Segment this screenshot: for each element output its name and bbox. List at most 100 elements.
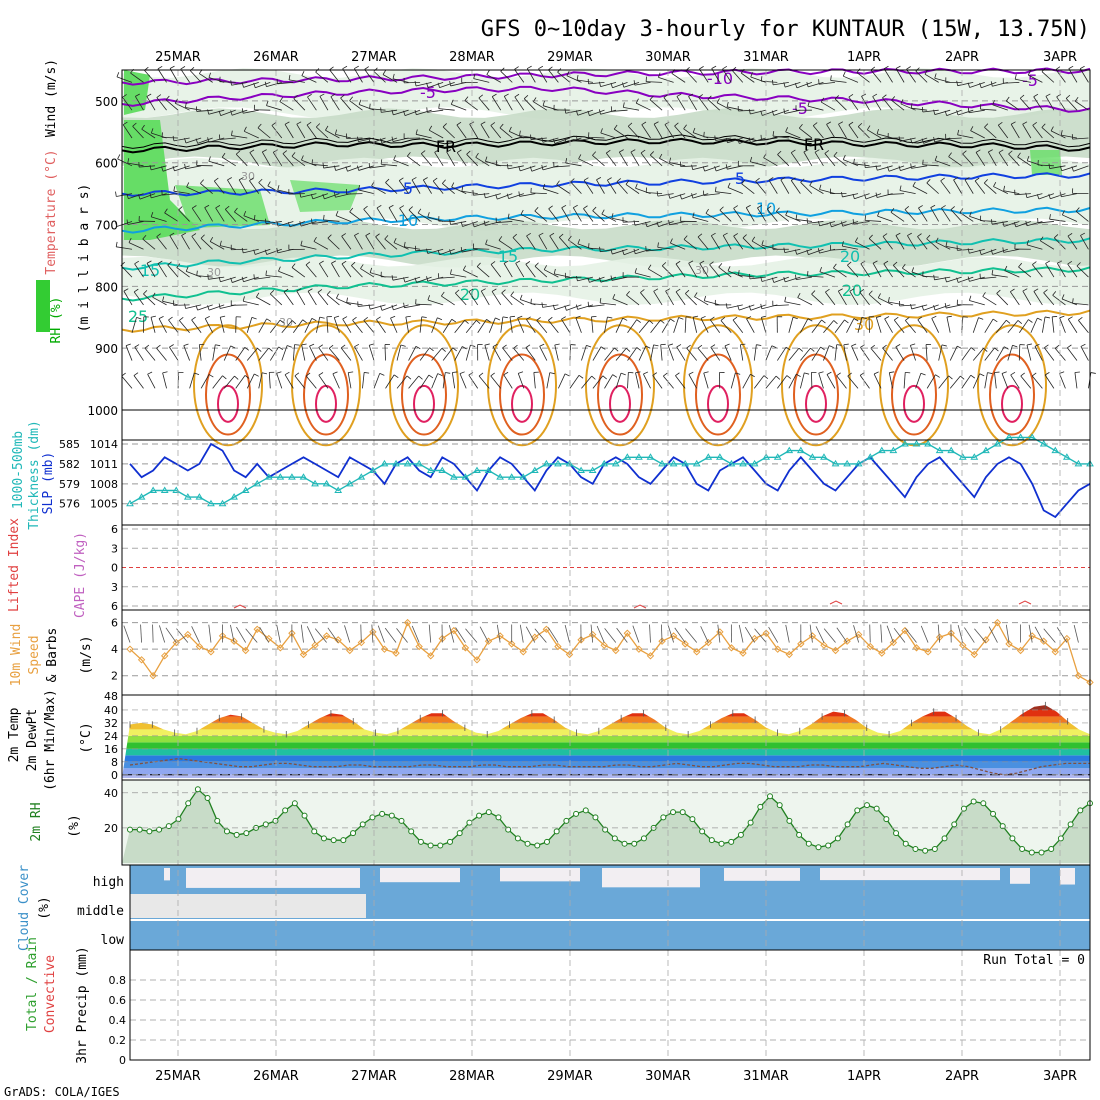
grads-credit: GrADS: COLA/IGES — [4, 1085, 120, 1099]
li-tick-label: 3 — [111, 581, 118, 594]
precip-ylabel-2: Convective — [43, 955, 58, 1033]
rh-legend-swatch — [36, 280, 50, 332]
rh-marker — [787, 818, 792, 823]
wind-barb-10m — [344, 625, 349, 642]
rh-marker — [1039, 850, 1044, 855]
wind10m-panel: 246 — [111, 617, 1093, 686]
bottom-date-label-2APR: 2APR — [945, 1069, 979, 1084]
rh-marker — [467, 820, 472, 825]
top-date-label-3APR: 3APR — [1043, 50, 1077, 65]
cloud-high-clear — [164, 868, 170, 880]
rh-marker — [457, 831, 462, 836]
top-date-label-27MAR: 27MAR — [351, 50, 397, 65]
wind-barb-flag — [181, 66, 185, 69]
rh-tick-label: 20 — [104, 822, 118, 835]
rh-marker — [583, 808, 588, 813]
rh-marker — [1058, 836, 1063, 841]
rh-marker — [496, 815, 501, 820]
wind-tick-label: 2 — [111, 670, 118, 683]
rh-marker — [1049, 846, 1054, 851]
slp-tick-label: 1005 — [90, 498, 118, 511]
rh-marker — [128, 827, 133, 832]
rh-marker — [283, 808, 288, 813]
rh-marker — [448, 839, 453, 844]
rh-marker — [564, 818, 569, 823]
contour-label: 15 — [498, 247, 518, 266]
temp-band — [122, 729, 1090, 735]
precip-ylabel-3: 3hr Precip (mm) — [75, 946, 90, 1063]
rh-marker — [574, 811, 579, 816]
rh-marker — [632, 841, 637, 846]
wind-ylabel-1: 10m Wind — [9, 624, 24, 687]
li-tick-label: 3 — [111, 542, 118, 555]
wind-barb-10m — [661, 625, 662, 643]
rh-marker — [612, 836, 617, 841]
upper-ylabel-wind: Wind (m/s) — [44, 59, 59, 137]
wind-barb-flag — [646, 188, 647, 193]
wind-ylabel-3: & Barbs — [45, 628, 60, 683]
wind-barb-flag — [906, 66, 910, 69]
wind-barb-10m — [964, 628, 974, 643]
temp-top-tick: 48 — [104, 690, 118, 703]
li-tick-label: 0 — [111, 562, 118, 575]
bottom-date-labels: 25MAR 26MAR 27MAR 28MAR 29MAR 30MAR 31MAR 1APR 2… — [155, 1069, 1077, 1084]
rh-marker — [477, 813, 482, 818]
wind-barb-flag — [117, 72, 119, 77]
temp-band — [122, 703, 1090, 709]
rh-marker — [351, 831, 356, 836]
rh-marker — [1029, 850, 1034, 855]
rh-marker — [360, 822, 365, 827]
wind-barb-10m — [396, 628, 407, 642]
slp-line — [130, 444, 1090, 517]
li-ylabel: Lifted Index — [7, 518, 22, 612]
rh-marker — [544, 839, 549, 844]
rh-marker — [302, 813, 307, 818]
rh-tick-label: 40 — [104, 787, 118, 800]
wind-barb-flag — [896, 66, 900, 68]
wind-barb-flag — [531, 299, 532, 304]
wind-barb-flag — [548, 67, 552, 70]
rh-marker — [380, 811, 385, 816]
cloud-level-middle: middle — [77, 904, 124, 919]
slp-ylabel-2: Thickness (dm) — [27, 420, 42, 530]
rh-marker — [874, 806, 879, 811]
temp-tick-label: 32 — [104, 717, 118, 730]
wind-barb-10m — [786, 625, 790, 643]
bottom-date-label-26MAR: 26MAR — [253, 1069, 299, 1084]
rh-marker — [292, 801, 297, 806]
cloud-level-low: low — [101, 933, 125, 948]
rh-marker — [864, 803, 869, 808]
wind-barb-10m — [236, 627, 245, 642]
wind-barb-10m — [745, 627, 754, 642]
wind-barb-flag — [1091, 373, 1096, 374]
wind-barb-10m — [1074, 625, 1078, 642]
rh-ylabel-1: 2m RH — [29, 802, 44, 841]
wind-barb-10m — [520, 625, 523, 643]
rh-marker — [991, 811, 996, 816]
cloud-level-high: high — [93, 875, 124, 890]
cloud-high-clear — [602, 868, 700, 887]
bottom-date-label-25MAR: 25MAR — [155, 1069, 201, 1084]
temp-ylabel-1: 2m Temp — [7, 707, 22, 762]
rh-marker — [884, 817, 889, 822]
wind-barb-flag — [589, 243, 590, 248]
wind-barb-flag — [354, 66, 358, 68]
rh-marker — [312, 829, 317, 834]
contour-label: FR — [804, 135, 824, 154]
wind-barb-flag — [761, 76, 762, 81]
wind-barb-10m — [633, 626, 639, 643]
slp-thickness-panel: 1005100810111014576579582585 — [59, 434, 1093, 517]
precip-tick-label: 0.8 — [109, 974, 127, 987]
thickness-tick-label: 585 — [59, 438, 80, 451]
li-marker — [1019, 601, 1031, 604]
wind-barb-flag — [704, 132, 705, 137]
contour-label: 20 — [842, 281, 862, 300]
wind-barb-10m — [301, 625, 303, 643]
rh-marker — [835, 836, 840, 841]
slp-ylabel-1: 1000-500mb — [11, 431, 26, 509]
slp-tick-label: 1011 — [90, 458, 118, 471]
rh-marker — [409, 829, 414, 834]
rh-marker — [554, 829, 559, 834]
rh-marker — [758, 804, 763, 809]
